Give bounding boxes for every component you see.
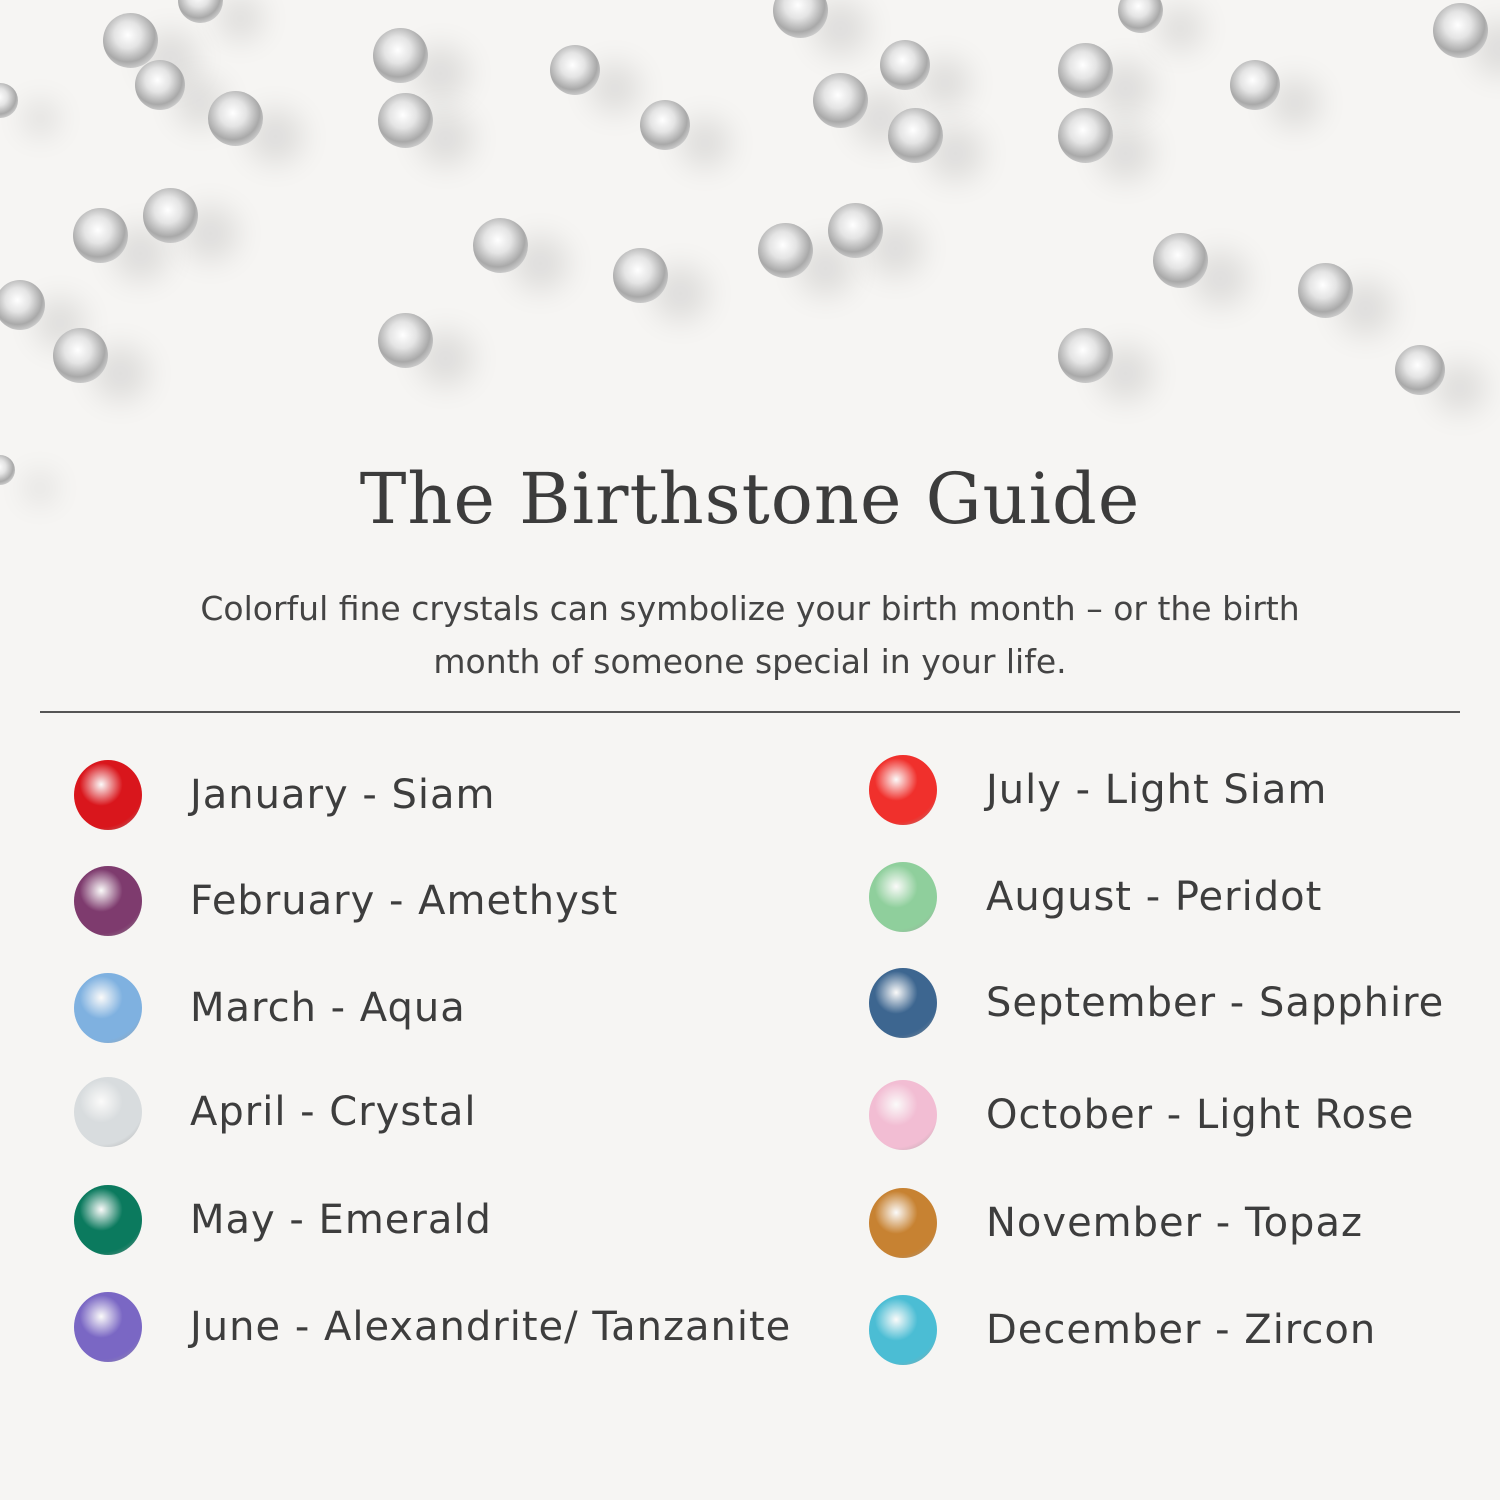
gem-icon — [869, 968, 937, 1038]
crystal-image — [1057, 327, 1113, 383]
crystal-image — [757, 222, 813, 278]
crystal-image — [887, 107, 943, 163]
birthstone-item: February - Amethyst — [74, 865, 618, 937]
crystal-image — [1152, 232, 1208, 288]
birthstone-item: July - Light Siam — [869, 754, 1327, 826]
birthstone-item: May - Emerald — [74, 1184, 492, 1256]
gem-icon — [74, 973, 142, 1043]
birthstone-label: October - Light Rose — [986, 1092, 1415, 1138]
crystal-image — [0, 455, 15, 485]
birthstone-item: September - Sapphire — [869, 967, 1444, 1039]
crystal-image — [207, 90, 263, 146]
crystal-image — [0, 82, 18, 118]
crystal-image — [377, 312, 433, 368]
crystal-image — [102, 12, 158, 68]
crystal-image — [135, 60, 185, 110]
crystal-image — [52, 327, 108, 383]
birthstone-label: November - Topaz — [986, 1200, 1363, 1246]
birthstone-label: February - Amethyst — [190, 878, 619, 924]
birthstone-item: April - Crystal — [74, 1076, 476, 1148]
crystal-image — [640, 100, 690, 150]
gem-icon — [74, 1292, 142, 1362]
crystal-image — [1230, 60, 1280, 110]
crystal-image — [1057, 42, 1113, 98]
birthstone-item: June - Alexandrite/ Tanzanite — [74, 1291, 791, 1363]
birthstone-item: August - Peridot — [869, 861, 1322, 933]
birthstone-item: October - Light Rose — [869, 1079, 1414, 1151]
birthstone-item: December - Zircon — [869, 1294, 1376, 1366]
subtitle-line-1: Colorful fine crystals can symbolize you… — [200, 589, 1300, 628]
crystal-image — [1395, 345, 1445, 395]
birthstone-item: March - Aqua — [74, 972, 466, 1044]
gem-icon — [869, 862, 937, 932]
birthstone-label: May - Emerald — [190, 1197, 492, 1243]
gem-icon — [869, 1188, 937, 1258]
crystal-image — [0, 280, 45, 330]
gem-icon — [74, 1077, 142, 1147]
crystal-image — [472, 217, 528, 273]
crystal-image — [372, 27, 428, 83]
crystal-image — [880, 40, 930, 90]
crystal-image — [72, 207, 128, 263]
subtitle-line-2: month of someone special in your life. — [433, 642, 1067, 681]
gem-icon — [869, 1080, 937, 1150]
birthstone-label: September - Sapphire — [986, 980, 1445, 1026]
crystal-image — [1057, 107, 1113, 163]
birthstone-label: March - Aqua — [190, 985, 466, 1031]
gem-icon — [869, 755, 937, 825]
birthstone-label: August - Peridot — [986, 874, 1323, 920]
gem-icon — [74, 1185, 142, 1255]
crystal-image — [772, 0, 828, 38]
crystal-image — [812, 72, 868, 128]
crystal-image — [1297, 262, 1353, 318]
crystal-image — [1432, 2, 1488, 58]
birthstone-label: January - Siam — [190, 772, 496, 818]
crystal-image — [827, 202, 883, 258]
crystal-image — [612, 247, 668, 303]
crystal-image — [550, 45, 600, 95]
crystals-hero-image — [0, 0, 1500, 485]
gem-icon — [74, 866, 142, 936]
crystal-image — [142, 187, 198, 243]
divider — [40, 711, 1460, 713]
birthstone-item: November - Topaz — [869, 1187, 1363, 1259]
birthstone-label: April - Crystal — [190, 1089, 477, 1135]
birthstone-label: June - Alexandrite/ Tanzanite — [190, 1304, 792, 1350]
crystal-image — [177, 0, 223, 23]
gem-icon — [74, 760, 142, 830]
birthstone-label: July - Light Siam — [986, 767, 1328, 813]
subtitle: Colorful fine crystals can symbolize you… — [100, 582, 1400, 688]
gem-icon — [869, 1295, 937, 1365]
birthstone-item: January - Siam — [74, 759, 495, 831]
birthstone-label: December - Zircon — [986, 1307, 1377, 1353]
page-title: The Birthstone Guide — [359, 458, 1141, 540]
crystal-image — [377, 92, 433, 148]
crystal-image — [1117, 0, 1163, 33]
